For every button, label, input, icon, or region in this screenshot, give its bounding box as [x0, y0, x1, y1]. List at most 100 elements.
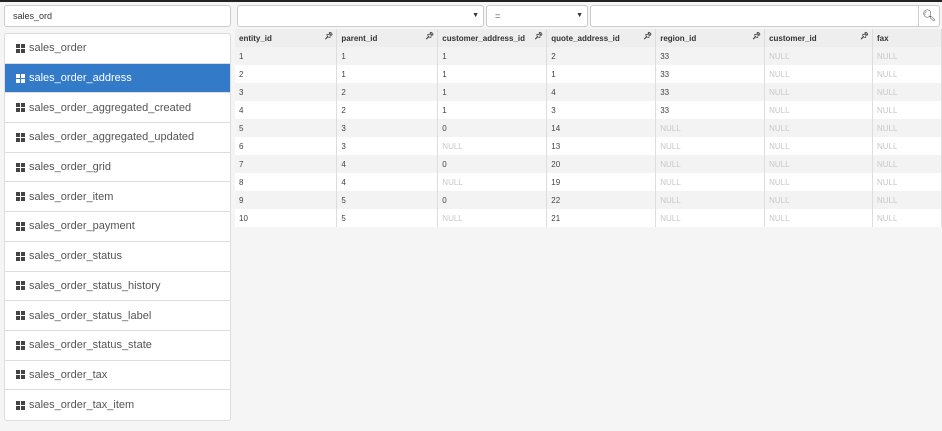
- cell-fax[interactable]: NULL: [872, 191, 942, 209]
- cell-parent_id[interactable]: 2: [336, 83, 439, 101]
- table-row[interactable]: 8 4 NULL 19 NULL NULL NULL: [235, 173, 942, 191]
- sidebar-item-sales_order_grid[interactable]: sales_order_grid: [5, 153, 230, 183]
- cell-entity_id[interactable]: 9: [235, 191, 338, 209]
- cell-customer_id[interactable]: NULL: [764, 173, 873, 191]
- sidebar-item-sales_order_status_history[interactable]: sales_order_status_history: [5, 272, 230, 302]
- cell-customer_id[interactable]: NULL: [764, 191, 873, 209]
- cell-quote_address_id[interactable]: 1: [546, 65, 657, 83]
- sidebar-item-sales_order_payment[interactable]: sales_order_payment: [5, 212, 230, 242]
- pin-icon[interactable]: 📌︎: [752, 33, 762, 40]
- cell-entity_id[interactable]: 10: [235, 209, 338, 227]
- sidebar-item-sales_order_aggregated_created[interactable]: sales_order_aggregated_created: [5, 93, 230, 124]
- cell-parent_id[interactable]: 4: [336, 155, 439, 173]
- column-header-entity_id[interactable]: entity_id 📌︎: [235, 29, 338, 47]
- cell-region_id[interactable]: 33: [655, 65, 766, 83]
- sidebar-item-sales_order_status[interactable]: sales_order_status: [5, 242, 230, 272]
- cell-region_id[interactable]: 33: [655, 101, 766, 119]
- column-select[interactable]: ▼: [237, 5, 484, 27]
- sidebar-item-sales_order_status_state[interactable]: sales_order_status_state: [5, 331, 230, 361]
- cell-customer_id[interactable]: NULL: [764, 137, 873, 155]
- cell-fax[interactable]: NULL: [872, 209, 942, 227]
- table-row[interactable]: 4 2 1 3 33 NULL NULL: [235, 101, 942, 119]
- search-button[interactable]: 🔍︎: [918, 5, 940, 27]
- sidebar-item-sales_order_address[interactable]: sales_order_address: [5, 63, 230, 94]
- sidebar-item-sales_order[interactable]: sales_order: [5, 34, 230, 64]
- cell-customer_address_id[interactable]: NULL: [437, 209, 548, 227]
- cell-fax[interactable]: NULL: [872, 65, 942, 83]
- cell-region_id[interactable]: NULL: [655, 119, 766, 137]
- cell-customer_address_id[interactable]: 0: [437, 119, 548, 137]
- column-header-region_id[interactable]: region_id 📌︎: [655, 29, 766, 47]
- column-header-fax[interactable]: fax: [872, 29, 942, 47]
- cell-region_id[interactable]: 33: [655, 47, 766, 65]
- cell-fax[interactable]: NULL: [872, 137, 942, 155]
- table-row[interactable]: 7 4 0 20 NULL NULL NULL: [235, 155, 942, 173]
- cell-quote_address_id[interactable]: 22: [546, 191, 657, 209]
- table-search-input[interactable]: sales_ord: [4, 5, 231, 27]
- sidebar-item-sales_order_item[interactable]: sales_order_item: [5, 182, 230, 213]
- cell-fax[interactable]: NULL: [872, 173, 942, 191]
- cell-customer_address_id[interactable]: 0: [437, 155, 548, 173]
- cell-fax[interactable]: NULL: [872, 101, 942, 119]
- pin-icon[interactable]: 📌︎: [860, 33, 869, 40]
- cell-customer_id[interactable]: NULL: [764, 155, 873, 173]
- cell-customer_id[interactable]: NULL: [764, 209, 873, 227]
- cell-customer_address_id[interactable]: 1: [437, 65, 548, 83]
- cell-customer_address_id[interactable]: 1: [437, 83, 548, 101]
- cell-quote_address_id[interactable]: 20: [546, 155, 657, 173]
- cell-parent_id[interactable]: 1: [336, 65, 439, 83]
- cell-quote_address_id[interactable]: 19: [546, 173, 657, 191]
- sidebar-item-sales_order_tax[interactable]: sales_order_tax: [5, 361, 230, 391]
- cell-quote_address_id[interactable]: 21: [546, 209, 657, 227]
- table-row[interactable]: 3 2 1 4 33 NULL NULL: [235, 83, 942, 101]
- cell-quote_address_id[interactable]: 3: [546, 101, 657, 119]
- cell-parent_id[interactable]: 4: [336, 173, 439, 191]
- pin-icon[interactable]: 📌︎: [534, 33, 544, 40]
- table-row[interactable]: 1 1 1 2 33 NULL NULL: [235, 47, 942, 65]
- cell-customer_id[interactable]: NULL: [764, 83, 873, 101]
- cell-parent_id[interactable]: 2: [336, 101, 439, 119]
- cell-customer_address_id[interactable]: NULL: [437, 137, 548, 155]
- cell-customer_id[interactable]: NULL: [764, 65, 873, 83]
- sidebar-item-sales_order_status_label[interactable]: sales_order_status_label: [5, 301, 230, 331]
- column-header-quote_address_id[interactable]: quote_address_id 📌︎: [546, 29, 657, 47]
- cell-parent_id[interactable]: 1: [336, 47, 439, 65]
- cell-entity_id[interactable]: 4: [235, 101, 338, 119]
- cell-region_id[interactable]: NULL: [655, 173, 766, 191]
- pin-icon[interactable]: 📌︎: [425, 33, 435, 40]
- table-row[interactable]: 5 3 0 14 NULL NULL NULL: [235, 119, 942, 137]
- pin-icon[interactable]: 📌︎: [643, 33, 653, 40]
- column-header-parent_id[interactable]: parent_id 📌︎: [336, 29, 439, 47]
- cell-region_id[interactable]: 33: [655, 83, 766, 101]
- cell-quote_address_id[interactable]: 14: [546, 119, 657, 137]
- cell-entity_id[interactable]: 2: [235, 65, 338, 83]
- filter-value-input[interactable]: [590, 5, 919, 27]
- cell-fax[interactable]: NULL: [872, 155, 942, 173]
- cell-quote_address_id[interactable]: 4: [546, 83, 657, 101]
- cell-customer_address_id[interactable]: 1: [437, 101, 548, 119]
- column-header-customer_address_id[interactable]: customer_address_id 📌︎: [437, 29, 548, 47]
- cell-entity_id[interactable]: 7: [235, 155, 338, 173]
- cell-customer_id[interactable]: NULL: [764, 119, 873, 137]
- cell-parent_id[interactable]: 3: [336, 137, 439, 155]
- table-row[interactable]: 10 5 NULL 21 NULL NULL NULL: [235, 209, 942, 227]
- cell-entity_id[interactable]: 3: [235, 83, 338, 101]
- cell-parent_id[interactable]: 5: [336, 209, 439, 227]
- cell-fax[interactable]: NULL: [872, 119, 942, 137]
- cell-customer_address_id[interactable]: 1: [437, 47, 548, 65]
- operator-select[interactable]: = ▼: [486, 5, 588, 27]
- cell-entity_id[interactable]: 8: [235, 173, 338, 191]
- cell-region_id[interactable]: NULL: [655, 191, 766, 209]
- cell-entity_id[interactable]: 1: [235, 47, 338, 65]
- table-row[interactable]: 9 5 0 22 NULL NULL NULL: [235, 191, 942, 209]
- cell-customer_id[interactable]: NULL: [764, 47, 873, 65]
- cell-region_id[interactable]: NULL: [655, 155, 766, 173]
- cell-parent_id[interactable]: 5: [336, 191, 439, 209]
- cell-fax[interactable]: NULL: [872, 83, 942, 101]
- cell-quote_address_id[interactable]: 2: [546, 47, 657, 65]
- cell-customer_id[interactable]: NULL: [764, 101, 873, 119]
- cell-region_id[interactable]: NULL: [655, 209, 766, 227]
- cell-entity_id[interactable]: 5: [235, 119, 338, 137]
- table-row[interactable]: 6 3 NULL 13 NULL NULL NULL: [235, 137, 942, 155]
- cell-entity_id[interactable]: 6: [235, 137, 338, 155]
